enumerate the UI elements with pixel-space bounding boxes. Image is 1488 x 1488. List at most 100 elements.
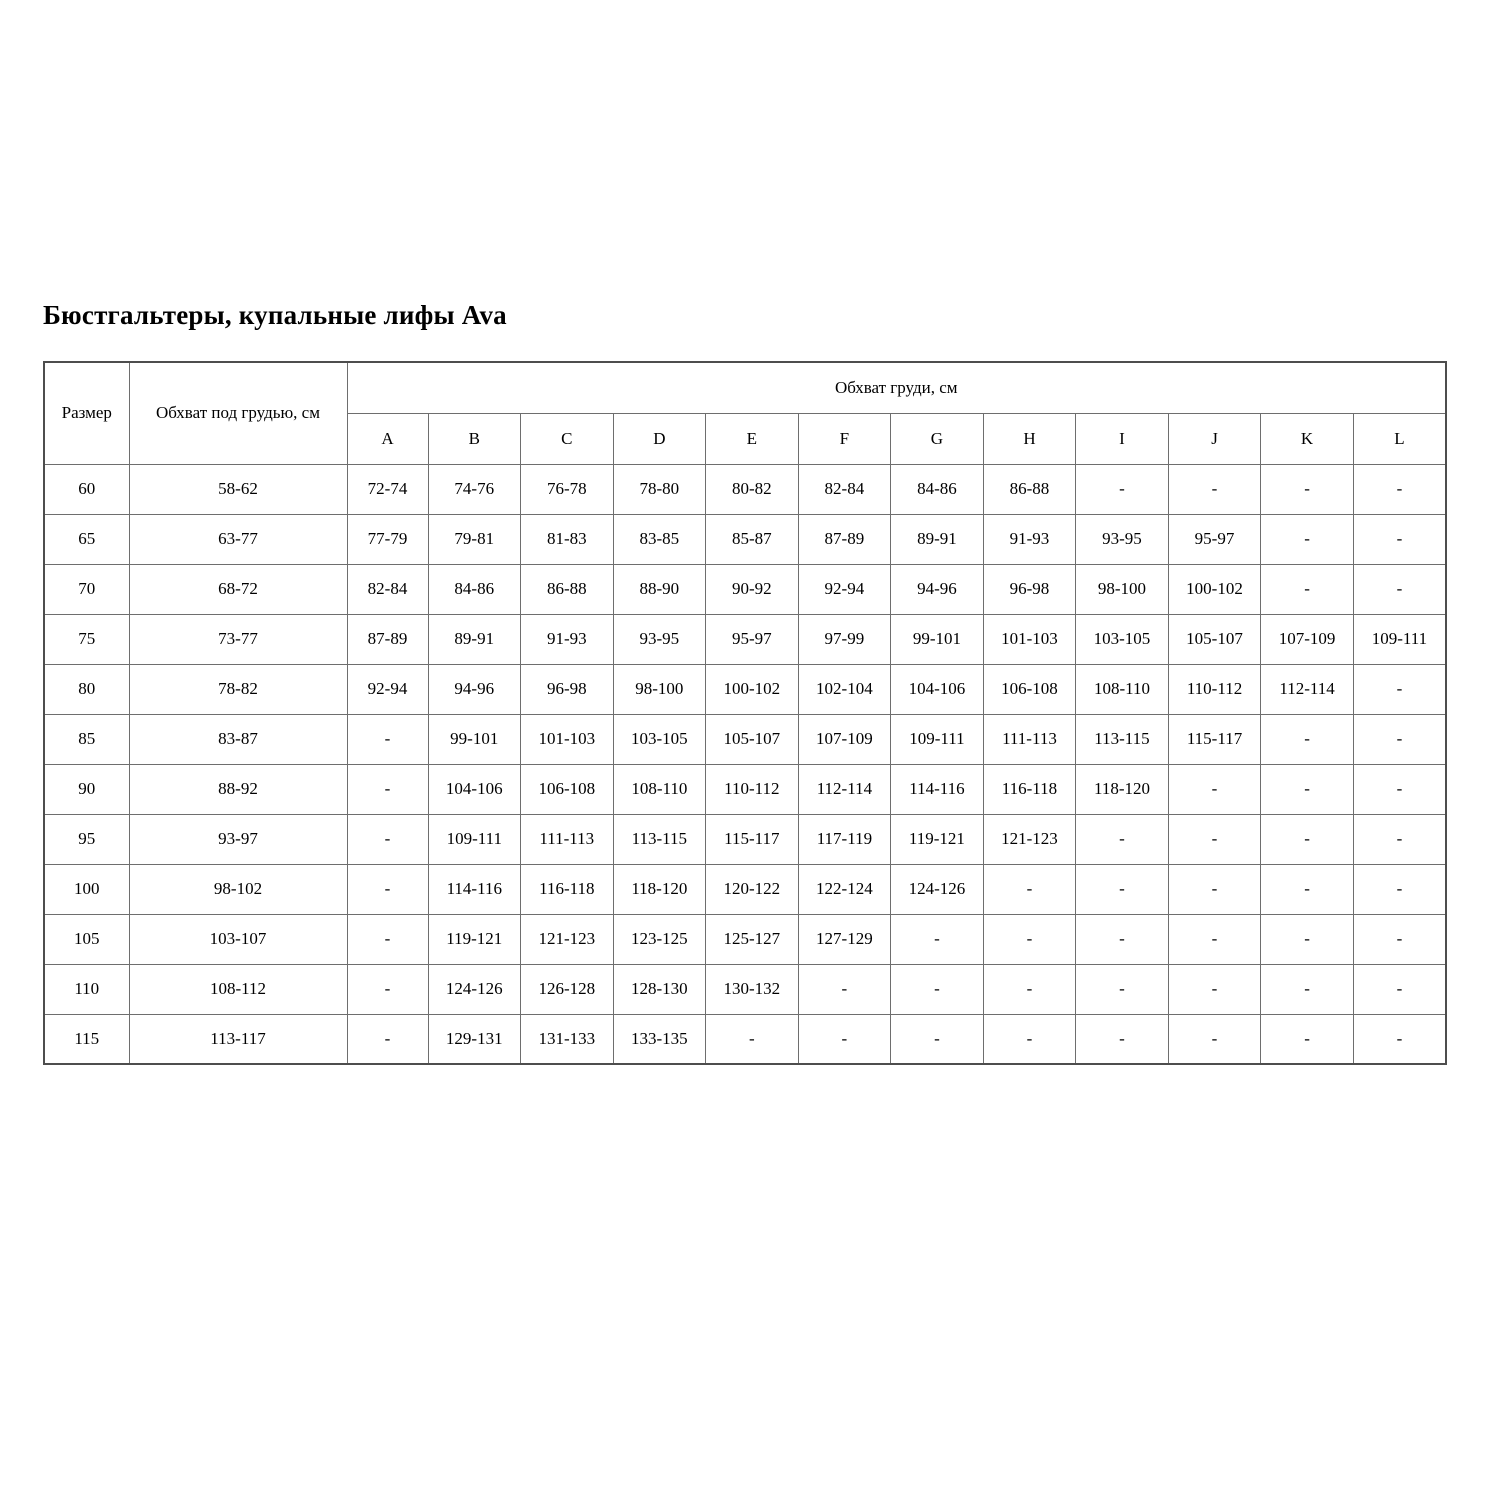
bust-cell-b: 94-96	[427, 663, 522, 715]
bust-cell-e: 130-132	[705, 963, 799, 1015]
bust-cell-a: 77-79	[346, 513, 429, 565]
bust-cell-l: -	[1352, 563, 1447, 615]
size-cell: 110	[43, 963, 130, 1015]
bust-cell-f: 122-124	[797, 863, 892, 915]
bust-cell-k: -	[1260, 463, 1354, 515]
table-row-size-75: 75 73-77 87-89 89-91 91-93 93-95 95-97 97-99 99-…	[43, 613, 1447, 665]
bust-cell-e: 125-127	[705, 913, 799, 965]
bust-cell-d: 108-110	[612, 763, 707, 815]
bust-cell-d: 123-125	[612, 913, 707, 965]
bust-cell-j: -	[1167, 913, 1262, 965]
bust-cell-a: -	[346, 1013, 429, 1065]
underbust-cell: 63-77	[128, 513, 348, 565]
bust-cell-a: 82-84	[346, 563, 429, 615]
table-row-size-70: 70 68-72 82-84 84-86 86-88 88-90 90-92 92-94 94-…	[43, 563, 1447, 615]
bust-cell-i: -	[1075, 863, 1169, 915]
bust-cell-d: 103-105	[612, 713, 707, 765]
bust-cell-i: 93-95	[1075, 513, 1169, 565]
bust-cell-f: 127-129	[797, 913, 892, 965]
bust-cell-g: 114-116	[890, 763, 984, 815]
size-cell: 95	[43, 813, 130, 865]
bust-cell-b: 109-111	[427, 813, 522, 865]
bust-cell-d: 88-90	[612, 563, 707, 615]
size-cell: 100	[43, 863, 130, 915]
bust-cell-l: -	[1352, 963, 1447, 1015]
cup-header-b: B	[427, 412, 522, 465]
underbust-cell: 113-117	[128, 1013, 348, 1065]
bust-cell-j: -	[1167, 813, 1262, 865]
bust-cell-c: 76-78	[520, 463, 614, 515]
bust-cell-e: 110-112	[705, 763, 799, 815]
bust-cell-d: 98-100	[612, 663, 707, 715]
cup-header-d: D	[612, 412, 707, 465]
underbust-cell: 68-72	[128, 563, 348, 615]
size-cell: 85	[43, 713, 130, 765]
bust-cell-j: 105-107	[1167, 613, 1262, 665]
bust-cell-i: -	[1075, 1013, 1169, 1065]
bust-cell-h: -	[982, 1013, 1077, 1065]
bust-cell-c: 106-108	[520, 763, 614, 815]
bust-cell-j: -	[1167, 463, 1262, 515]
bust-cell-a: -	[346, 713, 429, 765]
bust-cell-l: -	[1352, 513, 1447, 565]
bust-cell-k: -	[1260, 863, 1354, 915]
size-chart-table: Размер Обхват под грудью, см Обхват груд…	[43, 361, 1447, 1065]
bust-cell-a: -	[346, 863, 429, 915]
size-cell: 90	[43, 763, 130, 815]
size-cell: 60	[43, 463, 130, 515]
bust-cell-k: 107-109	[1260, 613, 1354, 665]
cup-header-l: L	[1352, 412, 1447, 465]
bust-cell-d: 118-120	[612, 863, 707, 915]
table-row-size-85: 85 83-87-99-101 101-103 103-105 105-107 107-1…	[43, 713, 1447, 765]
bust-cell-g: 104-106	[890, 663, 984, 715]
bust-cell-e: 90-92	[705, 563, 799, 615]
bust-cell-h: 96-98	[982, 563, 1077, 615]
bust-cell-c: 96-98	[520, 663, 614, 715]
size-cell: 80	[43, 663, 130, 715]
underbust-cell: 78-82	[128, 663, 348, 715]
bust-cell-g: -	[890, 1013, 984, 1065]
bust-cell-k: -	[1260, 763, 1354, 815]
bust-cell-f: 82-84	[797, 463, 892, 515]
bust-cell-k: 112-114	[1260, 663, 1354, 715]
bust-cell-b: 99-101	[427, 713, 522, 765]
bust-cell-c: 86-88	[520, 563, 614, 615]
bust-cell-j: -	[1167, 763, 1262, 815]
bust-cell-l: -	[1352, 913, 1447, 965]
bust-cell-b: 104-106	[427, 763, 522, 815]
cup-header-k: K	[1260, 412, 1354, 465]
bust-cell-e: 105-107	[705, 713, 799, 765]
bust-cell-h: 111-113	[982, 713, 1077, 765]
bust-cell-h: 101-103	[982, 613, 1077, 665]
bust-cell-b: 74-76	[427, 463, 522, 515]
bust-cell-g: -	[890, 913, 984, 965]
bust-cell-i: -	[1075, 463, 1169, 515]
table-row-size-90: 90 88-92-104-106 106-108 108-110 110-112 112-…	[43, 763, 1447, 815]
bust-cell-l: -	[1352, 813, 1447, 865]
bust-cell-i: 103-105	[1075, 613, 1169, 665]
bust-cell-g: 124-126	[890, 863, 984, 915]
bust-cell-l: -	[1352, 863, 1447, 915]
table-row-size-115: 115 113-117-129-131 131-133 133-135- - - - - - - -	[43, 1013, 1447, 1065]
bust-cell-i: 118-120	[1075, 763, 1169, 815]
bust-cell-k: -	[1260, 813, 1354, 865]
bust-cell-g: 84-86	[890, 463, 984, 515]
bust-cell-f: -	[797, 963, 892, 1015]
underbust-cell: 108-112	[128, 963, 348, 1015]
bust-cell-a: 87-89	[346, 613, 429, 665]
bust-cell-l: -	[1352, 763, 1447, 815]
bust-cell-l: -	[1352, 713, 1447, 765]
bust-cell-a: -	[346, 813, 429, 865]
cup-header-i: I	[1075, 412, 1169, 465]
bust-cell-e: 115-117	[705, 813, 799, 865]
bust-cell-i: 108-110	[1075, 663, 1169, 715]
bust-cell-k: -	[1260, 563, 1354, 615]
bust-cell-h: 91-93	[982, 513, 1077, 565]
cup-header-h: H	[982, 412, 1077, 465]
underbust-cell: 58-62	[128, 463, 348, 515]
cup-header-f: F	[797, 412, 892, 465]
cup-header-a: A	[346, 412, 429, 465]
page-title: Бюстгальтеры, купальные лифы Ava	[43, 300, 507, 330]
bust-cell-a: -	[346, 913, 429, 965]
